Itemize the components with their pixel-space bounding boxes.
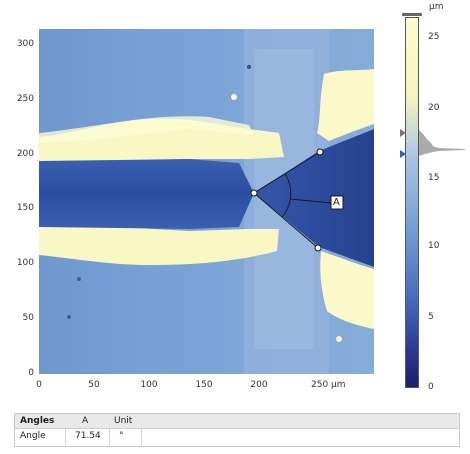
height-map-image	[39, 29, 374, 374]
results-header: Angles A Unit	[15, 414, 459, 429]
y-tick: 50	[22, 313, 34, 323]
scale-top-handle[interactable]	[402, 13, 422, 16]
color-scale-unit: µm	[429, 2, 444, 12]
header-unit: Unit	[114, 416, 133, 426]
table-row[interactable]: Angle 71.54 °	[15, 429, 459, 445]
header-angles: Angles	[20, 416, 55, 426]
scale-tick: 10	[428, 241, 440, 251]
x-tick: 0	[36, 380, 42, 390]
upper-point-handle[interactable]	[316, 148, 324, 156]
y-tick: 250	[16, 94, 34, 104]
scale-tick: 20	[428, 103, 440, 113]
vertex-handle[interactable]	[250, 189, 258, 197]
scale-tick: 15	[428, 173, 440, 183]
x-tick: 250 µm	[311, 380, 346, 390]
lower-point-handle[interactable]	[314, 244, 322, 252]
results-table: Angles A Unit Angle 71.54 °	[14, 413, 460, 447]
x-tick: 50	[88, 380, 100, 390]
x-tick: 100	[140, 380, 158, 390]
color-scale-bar	[405, 17, 419, 388]
x-tick: 150	[195, 380, 213, 390]
angle-measurement	[253, 151, 333, 249]
angle-marker-label: A	[333, 197, 340, 208]
y-tick: 150	[16, 203, 34, 213]
scale-tick: 25	[428, 32, 440, 42]
row-value: 71.54	[75, 431, 101, 441]
y-tick: 200	[16, 149, 34, 159]
range-pointer-upper-icon[interactable]	[400, 129, 406, 137]
histogram-plot	[419, 130, 465, 156]
height-map[interactable]: A	[39, 29, 374, 374]
y-tick: 0	[28, 368, 34, 378]
scale-tick: 5	[428, 312, 434, 322]
x-tick: 200	[250, 380, 268, 390]
y-tick: 300	[16, 39, 34, 49]
row-unit: °	[119, 431, 124, 441]
row-name: Angle	[20, 431, 46, 441]
histogram	[419, 130, 465, 160]
y-tick: 100	[16, 258, 34, 268]
header-a: A	[82, 416, 89, 426]
scale-tick: 0	[428, 382, 434, 392]
range-pointer-lower-icon[interactable]	[400, 150, 406, 158]
